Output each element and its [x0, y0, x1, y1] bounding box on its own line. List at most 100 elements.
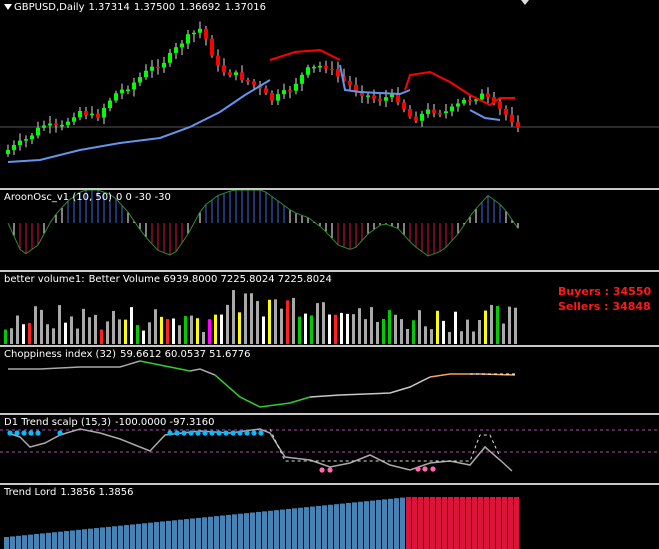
candle-body: [192, 32, 196, 35]
scalp-dot-down: [415, 466, 421, 472]
scalp-dot-up: [174, 430, 180, 436]
candle-body: [42, 125, 46, 128]
trend-scalp-line: [7, 428, 513, 472]
candle-body: [66, 121, 70, 125]
choppiness-name: Choppiness index (32): [4, 349, 117, 360]
candle-body: [234, 72, 238, 76]
candle-body: [48, 123, 52, 126]
scalp-dot-down: [422, 466, 428, 472]
pane-divider[interactable]: [0, 188, 659, 190]
volume-bar: [406, 329, 409, 344]
choppiness-index-pane[interactable]: Choppiness index (32) 59.6612 60.0537 51.…: [0, 347, 659, 413]
trend-lord-bar: [298, 507, 303, 549]
volume-bar: [202, 331, 205, 344]
trend-lord-bar: [442, 497, 447, 549]
aroon-oscillator-pane[interactable]: AroonOsc_v1 (10, 50) 0 0 -30 -30: [0, 190, 659, 270]
candle-body: [378, 98, 382, 101]
candle-body: [372, 95, 376, 99]
price-chart-header: GBPUSD,Daily 1.37314 1.37500 1.36692 1.37016: [4, 2, 270, 14]
pane-divider[interactable]: [0, 345, 659, 347]
scalp-dot-up: [258, 430, 264, 436]
price-chart-pane[interactable]: GBPUSD,Daily 1.37314 1.37500 1.36692 1.37016: [0, 0, 659, 188]
volume-bar: [154, 309, 157, 344]
trend-lord-bar: [10, 536, 15, 549]
trend-lord-bar: [82, 529, 87, 549]
candle-body: [78, 111, 82, 118]
candle-body: [306, 67, 310, 75]
aroon-name: AroonOsc_v1 (10, 50): [4, 192, 112, 203]
choppiness-index-chart: [8, 360, 516, 408]
volume-bar: [208, 319, 211, 344]
candle-body: [90, 113, 94, 116]
volume-bar: [88, 317, 91, 344]
better-volume-pane[interactable]: better volume1: Better Volume 6939.8000 7…: [0, 272, 659, 345]
volume-bar: [412, 320, 415, 344]
support-line: [469, 109, 501, 121]
volume-bar: [352, 314, 355, 344]
candle-body: [168, 52, 172, 63]
trend-lord-bar: [238, 513, 243, 549]
candle-body: [438, 112, 442, 115]
volume-bar: [16, 315, 19, 344]
candle-body: [324, 65, 328, 69]
volume-bar: [196, 318, 199, 344]
candle-body: [96, 113, 100, 118]
trend-lord-bar: [256, 511, 261, 549]
volume-bar: [304, 313, 307, 344]
candle-body: [408, 109, 412, 117]
trend-lord-bar: [220, 515, 225, 549]
trend-lord-bar: [472, 497, 477, 549]
scalp-dot-up: [223, 430, 229, 436]
pane-divider[interactable]: [0, 413, 659, 415]
volume-bar: [130, 307, 133, 344]
better-volume-name: better volume1:: [4, 274, 85, 285]
choppiness-line: [309, 376, 431, 398]
candle-body: [486, 93, 490, 98]
scalp-dot-up: [209, 430, 215, 436]
trend-lord-bar: [376, 499, 381, 549]
trend-lord-bar: [352, 502, 357, 549]
trend-lord-bar: [334, 504, 339, 549]
candle-body: [432, 109, 436, 113]
candle-body: [132, 82, 136, 90]
trend-lord-bar: [202, 517, 207, 549]
shift-marker-icon[interactable]: [521, 0, 529, 5]
volume-bar: [430, 329, 433, 344]
trend-lord-bar: [394, 498, 399, 549]
volume-bar: [448, 331, 451, 344]
open-value: 1.37314: [88, 2, 130, 13]
volume-bar: [76, 328, 79, 344]
volume-bar: [220, 314, 223, 344]
trend-lord-bar: [160, 521, 165, 549]
trend-lord-bar: [286, 508, 291, 549]
candle-body: [330, 68, 334, 71]
trend-lord-bar: [418, 497, 423, 549]
trend-lord-bar: [22, 535, 27, 549]
choppiness-line: [214, 374, 311, 408]
resistance-line: [269, 48, 341, 61]
volume-bar: [148, 322, 151, 344]
volume-bar: [34, 306, 37, 344]
volume-bar: [40, 309, 43, 344]
volume-bar: [22, 324, 25, 344]
trend-lord-pane[interactable]: Trend Lord 1.3856 1.3856: [0, 485, 659, 549]
trend-lord-bar: [118, 525, 123, 549]
scalp-dot-down: [319, 467, 325, 473]
trend-lord-bar: [430, 497, 435, 549]
choppiness-line: [429, 373, 516, 378]
trend-lord-bar: [142, 523, 147, 549]
trend-lord-bar: [508, 497, 513, 549]
pane-divider[interactable]: [0, 270, 659, 272]
trend-lord-name: Trend Lord: [4, 487, 57, 498]
trend-lord-bar: [34, 534, 39, 549]
trend-lord-bar: [358, 501, 363, 549]
choppiness-line: [189, 368, 216, 376]
scalp-dot-up: [216, 430, 222, 436]
trend-lord-bar: [124, 525, 129, 549]
trend-scalp-pane[interactable]: D1 Trend scalp (15,3) -100.0000 -97.3160: [0, 415, 659, 483]
trend-lord-bar: [226, 514, 231, 549]
candle-body: [444, 111, 448, 114]
candle-body: [240, 72, 244, 81]
pane-divider[interactable]: [0, 483, 659, 485]
scalp-dot-up: [57, 430, 63, 436]
